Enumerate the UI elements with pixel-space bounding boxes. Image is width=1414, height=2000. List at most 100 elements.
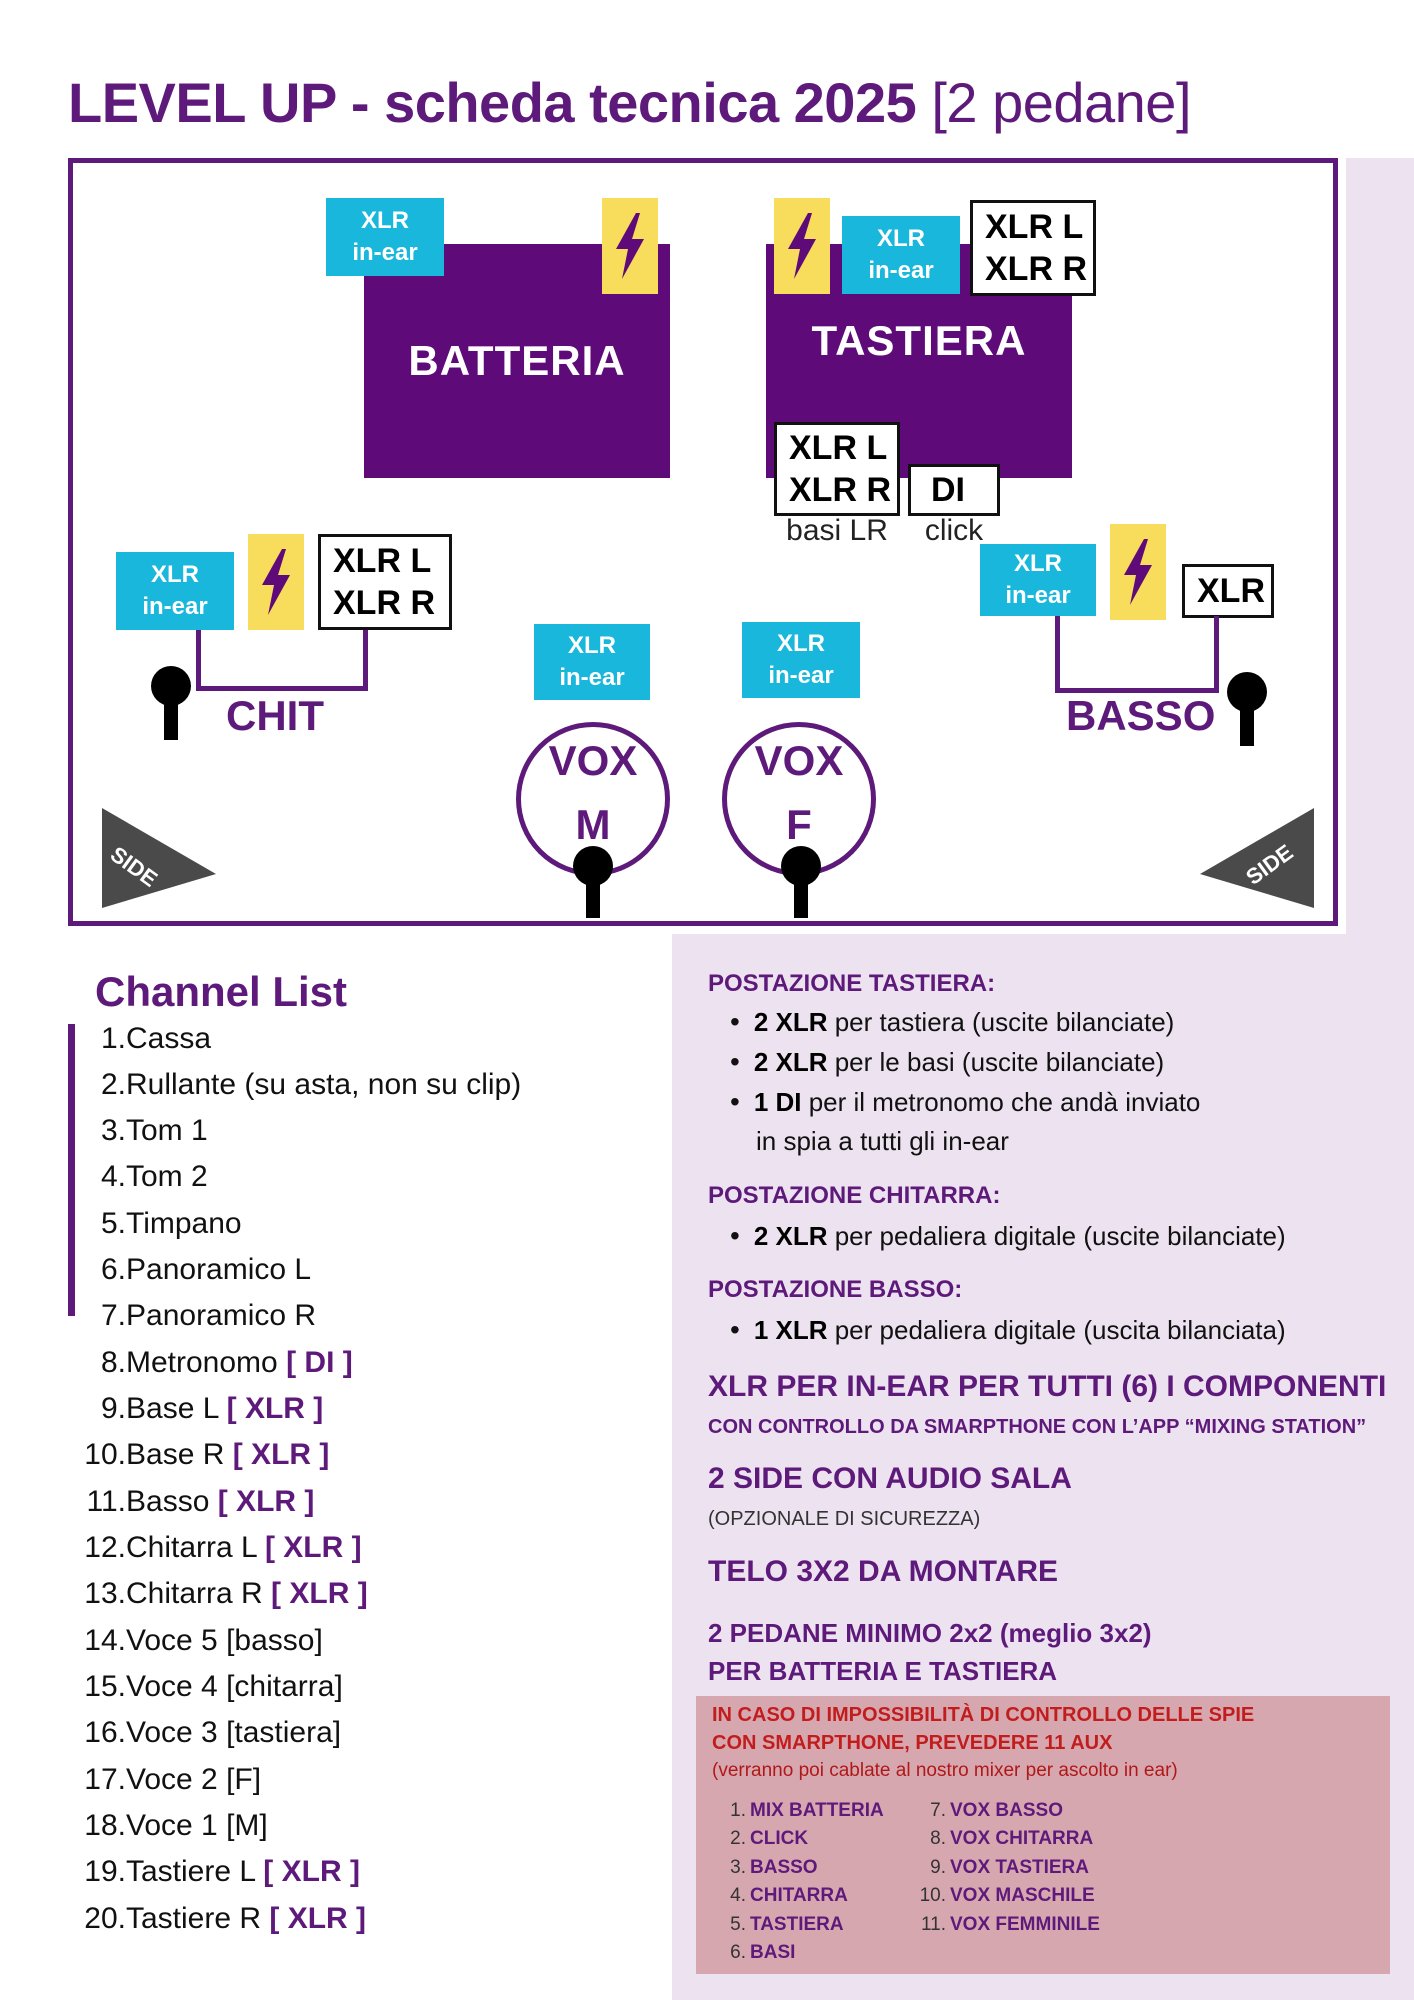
inear-label: XLR bbox=[151, 561, 199, 588]
channel-tag: [ XLR ] bbox=[271, 1577, 368, 1610]
channel-number: 4. bbox=[100, 1160, 126, 1193]
list-item: 2 XLR per tastiera (uscite bilanciate) bbox=[730, 1006, 1175, 1038]
channel-number: 13. bbox=[84, 1577, 126, 1610]
chit-connector bbox=[196, 630, 201, 690]
list-item: 1 XLR per pedaliera digitale (uscita bil… bbox=[730, 1314, 1286, 1346]
aux-title: IN CASO DI IMPOSSIBILITÀ DI CONTROLLO DE… bbox=[712, 1704, 1255, 1726]
channel-number: 17. bbox=[84, 1763, 126, 1796]
aux-title: CON SMARPTHONE, PREVEDERE 11 AUX bbox=[712, 1732, 1113, 1754]
channel-number: 7. bbox=[100, 1299, 126, 1332]
xlr-r-label: XLR R bbox=[985, 250, 1087, 288]
lightning-icon bbox=[1110, 524, 1166, 620]
channel-tag: [ XLR ] bbox=[226, 1392, 324, 1425]
postazione-basso-heading: POSTAZIONE BASSO: bbox=[708, 1276, 963, 1303]
aux-name: VOX CHITARRA bbox=[950, 1828, 1094, 1849]
channel-number: 18. bbox=[84, 1809, 126, 1842]
inear-sublabel: in-ear bbox=[559, 664, 625, 691]
aux-number: 7. bbox=[930, 1800, 946, 1821]
aux-name: VOX MASCHILE bbox=[950, 1885, 1095, 1906]
microphone-icon bbox=[570, 846, 616, 923]
aux-number: 6. bbox=[730, 1942, 746, 1963]
microphone-icon bbox=[778, 846, 824, 923]
list-item: 19.Tastiere L [ XLR ] bbox=[60, 1855, 360, 1889]
item-text: per pedaliera digitale (uscita bilanciat… bbox=[827, 1315, 1286, 1345]
inear-label: XLR bbox=[777, 630, 825, 657]
channel-number: 11. bbox=[86, 1485, 126, 1518]
aux-name: TASTIERA bbox=[750, 1914, 844, 1935]
vox-m-position: VOX M bbox=[516, 722, 670, 876]
list-item: 20.Tastiere R [ XLR ] bbox=[60, 1902, 366, 1936]
inear-label: XLR bbox=[1014, 550, 1062, 577]
inear-label: XLR bbox=[361, 207, 409, 234]
basso-label: BASSO bbox=[1066, 692, 1216, 739]
list-item: 10. VOX MASCHILE bbox=[912, 1885, 1095, 1907]
item-count: 2 XLR bbox=[753, 1221, 828, 1251]
list-item: 11.Basso [ XLR ] bbox=[60, 1485, 315, 1519]
channel-number: 3. bbox=[100, 1114, 126, 1147]
lightning-icon bbox=[774, 198, 830, 294]
list-item: 15.Voce 4 [chitarra] bbox=[60, 1670, 343, 1704]
chit-inear-box: XLR in-ear bbox=[116, 552, 234, 630]
list-item: 14.Voce 5 [basso] bbox=[60, 1624, 323, 1658]
channel-name: Cassa bbox=[126, 1022, 212, 1055]
list-item: 1.Cassa bbox=[60, 1022, 211, 1056]
channel-number: 9. bbox=[100, 1392, 126, 1425]
aux-number: 9. bbox=[930, 1857, 946, 1878]
vox-f-label: F bbox=[786, 801, 812, 848]
channel-name: Voce 5 [basso] bbox=[126, 1624, 323, 1657]
side-monitor-icon: SIDE bbox=[100, 806, 218, 910]
aux-name: CHITARRA bbox=[750, 1885, 848, 1906]
list-item: 9.Base L [ XLR ] bbox=[60, 1392, 323, 1426]
item-text: per tastiera (uscite bilanciate) bbox=[827, 1007, 1175, 1037]
channel-name: Tastiere R bbox=[126, 1902, 262, 1935]
list-item: 2.Rullante (su asta, non su clip) bbox=[60, 1068, 521, 1102]
aux-name: VOX FEMMINILE bbox=[950, 1914, 1100, 1935]
channel-name: Base R bbox=[126, 1438, 225, 1471]
channel-name: Metronomo bbox=[126, 1346, 278, 1379]
postazione-chitarra-heading: POSTAZIONE CHITARRA: bbox=[708, 1182, 1001, 1209]
aux-number: 1. bbox=[730, 1800, 746, 1821]
chit-connector bbox=[196, 686, 368, 691]
channel-number: 8. bbox=[100, 1346, 126, 1379]
xlr-r-label: XLR R bbox=[789, 471, 891, 509]
basi-lr-caption: basi LR bbox=[786, 514, 888, 547]
item-continuation: in spia a tutti gli in-ear bbox=[756, 1126, 1009, 1156]
list-item: 17.Voce 2 [F] bbox=[60, 1763, 261, 1797]
list-item: 13.Chitarra R [ XLR ] bbox=[60, 1577, 368, 1611]
list-item: 7.Panoramico R bbox=[60, 1299, 316, 1333]
channel-name: Chitarra R bbox=[126, 1577, 263, 1610]
xlr-l-label: XLR L bbox=[789, 429, 888, 467]
list-item: 8. VOX CHITARRA bbox=[912, 1828, 1093, 1850]
aux-number: 11. bbox=[920, 1914, 946, 1935]
item-count: 2 XLR bbox=[753, 1047, 828, 1077]
inear-label: XLR bbox=[877, 225, 925, 252]
vox-label: VOX bbox=[754, 737, 844, 784]
telo-heading: TELO 3X2 DA MONTARE bbox=[708, 1555, 1059, 1588]
channel-name: Tom 1 bbox=[126, 1114, 208, 1147]
list-item: 6. BASI bbox=[712, 1942, 795, 1964]
basso-connector bbox=[1055, 688, 1219, 693]
xlr-l-label: XLR L bbox=[333, 542, 432, 580]
channel-number: 14. bbox=[84, 1624, 126, 1657]
click-caption: click bbox=[924, 514, 984, 547]
list-item: 2 XLR per le basi (uscite bilanciate) bbox=[730, 1046, 1164, 1078]
inear-sublabel: in-ear bbox=[142, 593, 208, 620]
di-label: DI bbox=[931, 471, 965, 509]
channel-tag: [ XLR ] bbox=[263, 1855, 360, 1888]
list-item: 4. CHITARRA bbox=[712, 1885, 848, 1907]
pedane-subheading: PER BATTERIA E TASTIERA bbox=[708, 1656, 1058, 1686]
microphone-icon bbox=[1224, 672, 1270, 751]
page-title: LEVEL UP - scheda tecnica 2025 [2 pedane… bbox=[68, 70, 1191, 135]
list-item: 2 XLR per pedaliera digitale (uscite bil… bbox=[730, 1220, 1286, 1252]
inear-subheading: CON CONTROLLO DA SMARPTHONE CON L’APP “M… bbox=[708, 1416, 1367, 1438]
list-item: 18.Voce 1 [M] bbox=[60, 1809, 267, 1843]
channel-name: Timpano bbox=[126, 1207, 242, 1240]
channel-name: Tastiere L bbox=[126, 1855, 255, 1888]
aux-number: 5. bbox=[730, 1914, 746, 1935]
list-item: 12.Chitarra L [ XLR ] bbox=[60, 1531, 361, 1565]
list-item: 5.Timpano bbox=[60, 1207, 242, 1241]
inear-sublabel: in-ear bbox=[868, 257, 934, 284]
tastiera-inear-box: XLR in-ear bbox=[842, 216, 960, 294]
aux-name: VOX BASSO bbox=[950, 1800, 1063, 1821]
aux-name: VOX TASTIERA bbox=[950, 1857, 1089, 1878]
